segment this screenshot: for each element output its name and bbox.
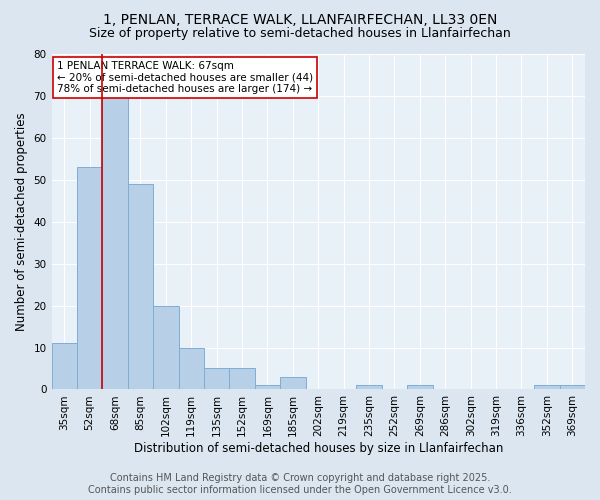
Text: Size of property relative to semi-detached houses in Llanfairfechan: Size of property relative to semi-detach… [89, 28, 511, 40]
Bar [179, 348, 204, 390]
Text: Contains HM Land Registry data © Crown copyright and database right 2025.
Contai: Contains HM Land Registry data © Crown c… [88, 474, 512, 495]
Bar [560, 386, 585, 390]
Bar [52, 344, 77, 390]
Bar [407, 386, 433, 390]
Bar [103, 75, 128, 390]
Bar [204, 368, 229, 390]
Y-axis label: Number of semi-detached properties: Number of semi-detached properties [15, 112, 28, 331]
Bar [153, 306, 179, 390]
Bar [534, 386, 560, 390]
Bar [77, 167, 103, 390]
Bar [128, 184, 153, 390]
Bar [229, 368, 255, 390]
Bar [356, 386, 382, 390]
Bar [255, 386, 280, 390]
Text: 1 PENLAN TERRACE WALK: 67sqm
← 20% of semi-detached houses are smaller (44)
78% : 1 PENLAN TERRACE WALK: 67sqm ← 20% of se… [57, 60, 313, 94]
Bar [280, 377, 305, 390]
X-axis label: Distribution of semi-detached houses by size in Llanfairfechan: Distribution of semi-detached houses by … [134, 442, 503, 455]
Text: 1, PENLAN, TERRACE WALK, LLANFAIRFECHAN, LL33 0EN: 1, PENLAN, TERRACE WALK, LLANFAIRFECHAN,… [103, 12, 497, 26]
